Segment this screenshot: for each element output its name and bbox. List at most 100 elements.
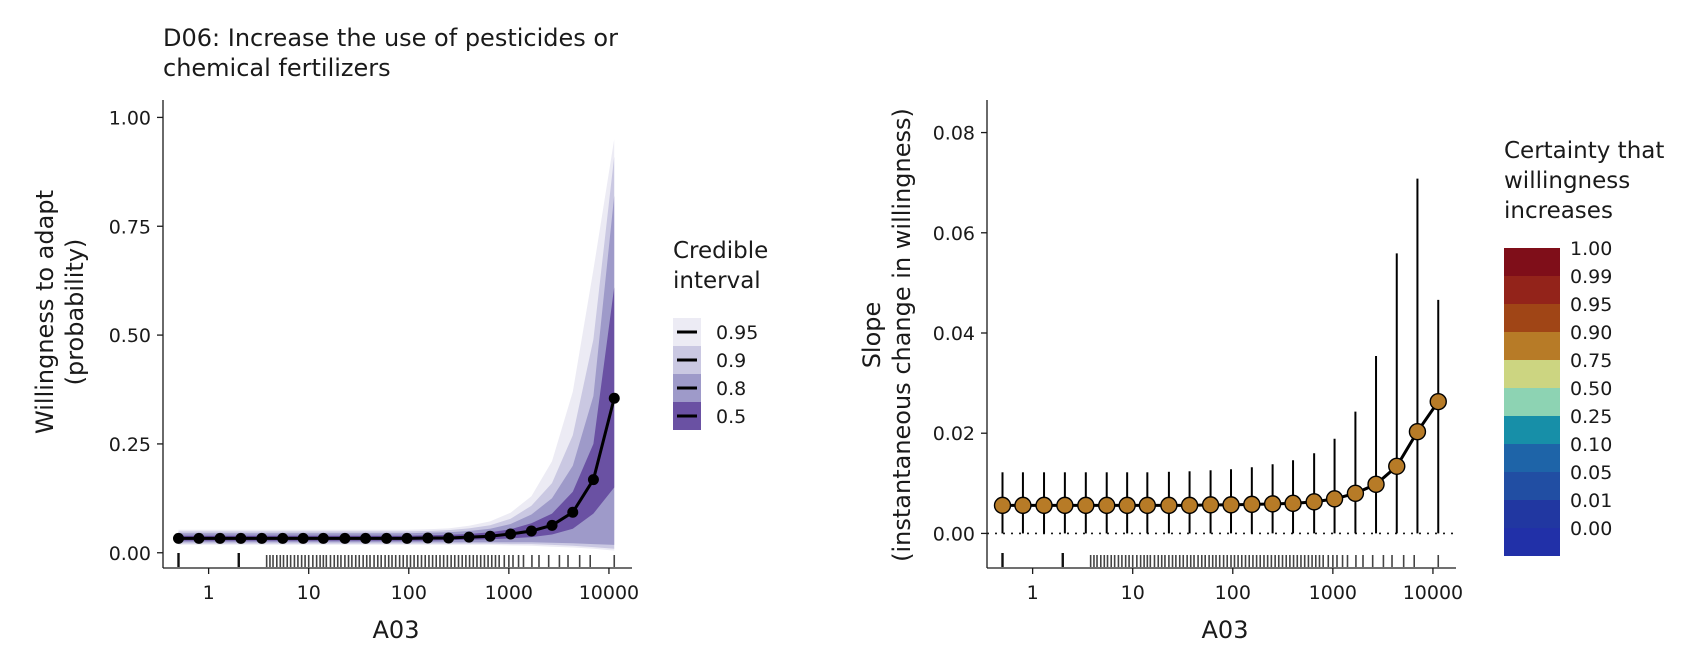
y-tick-label: 1.00 (109, 107, 151, 129)
x-tick-label: 1000 (485, 582, 533, 604)
legend-label: 0.01 (1570, 490, 1612, 512)
legend-label: 0.95 (716, 322, 758, 344)
median-point (463, 531, 475, 543)
certainty-legend: Certainty that willingness increases 1.0… (1504, 138, 1664, 556)
y-tick-labels: 0.00 0.02 0.04 0.06 0.08 (933, 123, 987, 545)
legend-label: 0.75 (1570, 350, 1612, 372)
x-tick-label: 1 (203, 582, 215, 604)
x-rug (1001, 553, 1440, 567)
legend-label: 0.50 (1570, 378, 1612, 400)
slope-point (1305, 493, 1323, 511)
slope-line-series (993, 392, 1447, 515)
slope-line (1002, 400, 1440, 507)
legend-label: 0.90 (1570, 322, 1612, 344)
median-point (567, 506, 579, 518)
slope-point (1346, 484, 1365, 503)
x-tick-label: 10 (1121, 582, 1145, 604)
x-tick-label: 100 (391, 582, 427, 604)
chart-title-line-1: D06: Increase the use of pesticides or (163, 24, 618, 52)
y-tick-label: 0.04 (933, 323, 975, 345)
slope-point (1263, 495, 1282, 513)
slope-point (1098, 496, 1116, 515)
median-point (297, 532, 309, 544)
legend-label: 0.9 (716, 350, 746, 372)
credible-interval-bands (178, 139, 615, 551)
x-tick-label: 1000 (1309, 582, 1357, 604)
legend-title-line-3: increases (1504, 198, 1613, 224)
median-point (193, 532, 205, 544)
y-axis-title: Willingness to adapt (probability) (31, 190, 89, 434)
legend-swatch (1504, 360, 1560, 388)
y-tick-label: 0.50 (109, 325, 151, 347)
legend-title-line-2: interval (673, 268, 761, 294)
legend-swatch (1504, 472, 1560, 500)
legend-label: 0.8 (716, 378, 746, 400)
slope-point (1367, 475, 1385, 494)
left-panel: D06: Increase the use of pesticides or c… (31, 24, 768, 644)
right-panel: 0.00 0.02 0.04 0.06 0.08 1 10 100 1000 10000 A03… (858, 100, 1664, 644)
legend-swatch (1504, 388, 1560, 416)
median-point (422, 532, 434, 544)
median-point (401, 532, 413, 544)
legend-title-line-1: Certainty that (1504, 138, 1664, 164)
left-axes (162, 100, 632, 569)
slope-point (1388, 457, 1406, 475)
y-tick-label: 0.06 (933, 223, 975, 245)
median-point (339, 532, 351, 544)
x-axis-title: A03 (1202, 616, 1249, 644)
credible-interval-legend: Credible interval 0.95 0.9 0.8 0.5 (673, 238, 768, 430)
slope-point (1243, 495, 1261, 514)
median-line-series (173, 392, 620, 544)
x-tick-label: 10000 (579, 582, 639, 604)
legend-label: 0.95 (1570, 294, 1612, 316)
slope-point (1222, 496, 1240, 514)
median-point (277, 532, 289, 544)
median-point (235, 532, 247, 544)
legend-swatch (1504, 248, 1560, 276)
median-point (214, 532, 226, 544)
slope-point (1138, 496, 1157, 515)
median-point (443, 532, 455, 544)
y-tick-label: 0.00 (109, 543, 151, 565)
legend-label: 0.10 (1570, 434, 1612, 456)
right-axes (986, 100, 1456, 569)
slope-point (1118, 496, 1136, 515)
legend-swatch (1504, 304, 1560, 332)
median-point (587, 474, 599, 486)
x-tick-labels: 1 10 100 1000 10000 (1027, 568, 1463, 604)
median-point (608, 392, 620, 404)
legend-label: 0.05 (1570, 462, 1612, 484)
y-tick-label: 0.00 (933, 523, 975, 545)
median-point (317, 532, 329, 544)
slope-point (1325, 490, 1344, 508)
y-tick-label: 0.08 (933, 123, 975, 145)
median-point (173, 532, 185, 544)
y-axis-title-line-1: Slope (858, 302, 886, 369)
median-point (381, 532, 393, 544)
y-axis-title: Slope (instantaneous change in willingne… (858, 108, 916, 562)
median-point (484, 530, 496, 542)
slope-point (1408, 423, 1427, 441)
slope-point (993, 496, 1012, 515)
median-line (178, 397, 616, 540)
legend-label: 0.99 (1570, 266, 1612, 288)
y-tick-labels: 0.00 0.25 0.50 0.75 1.00 (109, 107, 163, 565)
slope-point (1014, 496, 1032, 515)
y-tick-label: 0.75 (109, 216, 151, 238)
x-tick-label: 10000 (1403, 582, 1463, 604)
chart-title-line-2: chemical fertilizers (163, 54, 391, 82)
x-axis-title: A03 (373, 616, 420, 644)
legend-label: 0.00 (1570, 518, 1612, 540)
median-point (360, 532, 372, 544)
legend-swatch (1504, 528, 1560, 556)
slope-point (1201, 496, 1220, 514)
legend-swatch (1504, 444, 1560, 472)
legend-title-line-2: willingness (1504, 168, 1630, 194)
median-point (256, 532, 268, 544)
x-tick-label: 10 (297, 582, 321, 604)
slope-point (1180, 496, 1199, 515)
x-rug (177, 553, 616, 567)
legend-swatch (1504, 500, 1560, 528)
